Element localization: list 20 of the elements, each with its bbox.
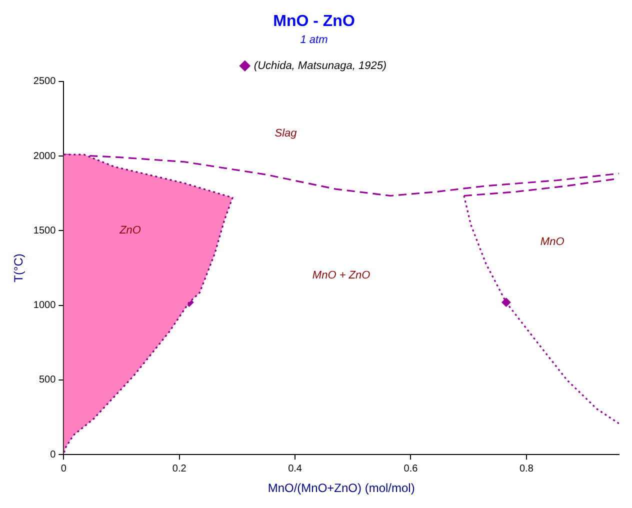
y-tick-label: 1000 xyxy=(33,300,56,312)
annotation: MnO + ZnO xyxy=(312,270,371,282)
chart-subtitle: 1 atm xyxy=(300,34,328,46)
y-tick-label: 2500 xyxy=(33,76,56,88)
annotation: ZnO xyxy=(118,224,142,237)
y-tick-label: 1500 xyxy=(33,225,56,236)
annotation: MnO xyxy=(540,236,565,248)
x-tick-label: 0.2 xyxy=(172,463,187,474)
legend-label: (Uchida, Matsunaga, 1925) xyxy=(254,60,387,72)
x-axis-title: MnO/(MnO+ZnO) (mol/mol) xyxy=(268,481,415,496)
x-tick-label: 0.4 xyxy=(288,463,302,474)
y-tick-label: 500 xyxy=(38,374,56,386)
x-tick-label: 0.6 xyxy=(404,463,418,474)
y-tick-label: 0 xyxy=(50,449,56,460)
y-axis-title: T(°C) xyxy=(12,254,26,282)
x-tick-label: 0.8 xyxy=(519,463,534,474)
x-tick-label: 0 xyxy=(60,463,67,474)
chart-title: MnO - ZnO xyxy=(273,13,355,30)
y-tick-label: 2000 xyxy=(33,150,56,162)
annotation: Slag xyxy=(274,128,298,140)
